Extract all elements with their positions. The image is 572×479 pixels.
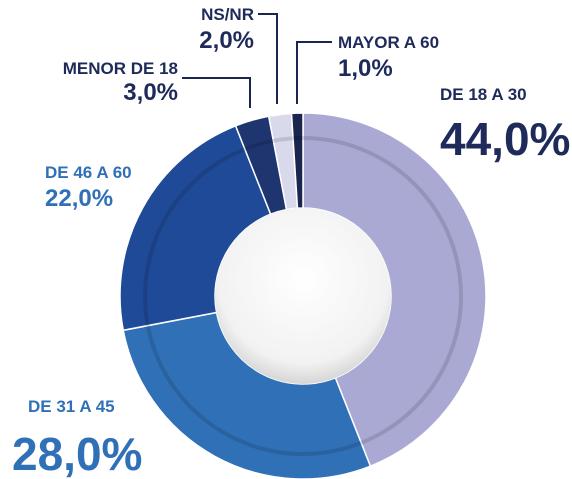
value-label: 3,0% (123, 79, 178, 106)
value-label: 28,0% (12, 428, 142, 479)
donut-hole (215, 208, 391, 384)
labels: DE 18 A 30 44,0% DE 31 A 45 28,0% DE 46 A 60… (12, 5, 570, 479)
category-label: MENOR DE 18 (63, 59, 178, 78)
leader-line (182, 77, 251, 108)
category-label: DE 31 A 45 (28, 397, 115, 416)
leader-line (296, 41, 332, 104)
value-label: 44,0% (440, 113, 570, 165)
leader-line (258, 13, 278, 104)
category-label: DE 46 A 60 (45, 163, 132, 182)
category-label: MAYOR A 60 (338, 33, 439, 52)
category-label: DE 18 A 30 (440, 85, 527, 104)
value-label: 22,0% (45, 185, 113, 212)
value-label: 1,0% (338, 55, 393, 82)
donut (119, 112, 487, 479)
category-label: NS/NR (201, 5, 254, 24)
value-label: 2,0% (199, 27, 254, 54)
inner-ring (143, 136, 463, 456)
